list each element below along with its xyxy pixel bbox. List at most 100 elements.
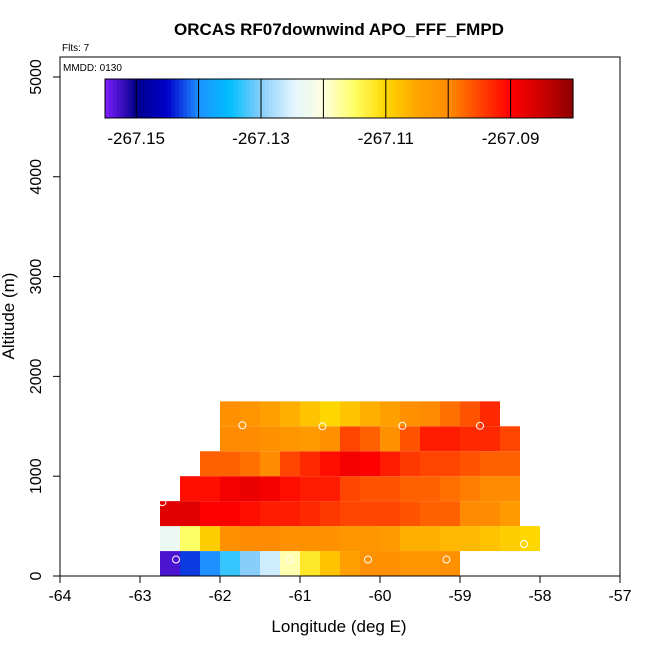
heatmap-cell	[440, 551, 460, 576]
heatmap-cell	[400, 551, 420, 576]
colorbar-segment	[311, 79, 317, 118]
heatmap-cell	[260, 476, 280, 502]
heatmap-cell	[480, 526, 500, 552]
colorbar-tick-labels: -267.15 -267.13 -267.11 -267.09	[107, 129, 539, 148]
heatmap-cell	[380, 551, 400, 576]
heatmap-cell	[420, 551, 440, 576]
colorbar-segment	[257, 79, 262, 118]
heatmap-cell	[340, 451, 360, 477]
heatmap-cell	[320, 451, 340, 477]
colorbar-segment	[475, 79, 480, 118]
colorbar-segment	[284, 79, 289, 118]
colorbar-segment	[491, 79, 496, 118]
colorbar-segment	[186, 79, 192, 118]
x-tick-label: -61	[288, 588, 311, 605]
colorbar-segment	[218, 79, 223, 118]
colorbar-segment	[323, 79, 328, 118]
colorbar-segment	[163, 79, 168, 118]
colorbar-segment	[339, 79, 344, 118]
heatmap-cell	[500, 476, 520, 502]
colorbar-segment	[198, 79, 204, 118]
heatmap-cell	[180, 476, 200, 502]
plot-frame	[59, 56, 621, 577]
heatmap-cell	[220, 551, 240, 576]
colorbar-frame	[104, 78, 574, 119]
heatmap-cell	[160, 501, 180, 527]
colorbar-segment	[397, 79, 402, 118]
colorbar-segment	[159, 79, 165, 118]
colorbar-segment	[292, 79, 297, 118]
colorbar-segment	[502, 79, 508, 118]
heatmap-cell	[280, 476, 300, 502]
colorbar-segment	[553, 79, 558, 118]
heatmap-cell	[260, 526, 280, 552]
heatmap-cell	[500, 451, 520, 477]
heatmap-cell	[420, 501, 440, 527]
x-tick-label: -58	[528, 588, 551, 605]
heatmap-cell	[180, 551, 200, 576]
heatmap-cell	[220, 476, 240, 502]
heatmap-cell	[380, 451, 400, 477]
heatmap-cell	[280, 526, 300, 552]
colorbar-segment	[432, 79, 438, 118]
colorbar-segment	[144, 79, 149, 118]
heatmap-cell	[440, 451, 460, 477]
heatmap-cell	[380, 476, 400, 502]
heatmap-cell	[380, 526, 400, 552]
heatmap-cell	[320, 426, 340, 452]
colorbar-segment	[245, 79, 250, 118]
y-tick-label: 4000	[28, 159, 45, 195]
colorbar-segment	[393, 79, 399, 118]
heatmap-cell	[240, 476, 260, 502]
heatmap-cell	[300, 451, 320, 477]
colorbar-segment	[179, 79, 184, 118]
colorbar-segment	[171, 79, 176, 118]
sample-marker	[158, 498, 167, 507]
sample-marker	[285, 555, 294, 564]
colorbar-segment	[214, 79, 219, 118]
heatmap-cell	[300, 551, 320, 576]
colorbar-segment	[487, 79, 492, 118]
colorbar-segment	[506, 79, 512, 118]
colorbar	[104, 78, 574, 119]
heatmap-cell	[280, 501, 300, 527]
colorbar-segment	[417, 79, 422, 118]
heatmap-cell	[340, 526, 360, 552]
heatmap-cell	[440, 401, 460, 427]
colorbar-segment	[378, 79, 383, 118]
colorbar-segment	[467, 79, 473, 118]
y-axis-label: Altitude (m)	[0, 273, 18, 360]
sample-marker	[442, 555, 451, 564]
heatmap-cell	[260, 551, 280, 576]
heatmap-cell	[220, 426, 240, 452]
heatmap-cell	[340, 401, 360, 427]
heatmap-cell	[440, 476, 460, 502]
heatmap-cell	[480, 476, 500, 502]
colorbar-segment	[452, 79, 457, 118]
colorbar-segment	[128, 79, 133, 118]
colorbar-segment	[112, 79, 118, 118]
y-tick-label: 2000	[28, 358, 45, 394]
colorbar-segment	[280, 79, 285, 118]
colorbar-segment	[183, 79, 188, 118]
heatmap-cell	[320, 476, 340, 502]
heatmap-cell	[280, 401, 300, 427]
heatmap-cell	[360, 526, 380, 552]
colorbar-segment	[346, 79, 352, 118]
colorbar-segment	[303, 79, 309, 118]
colorbar-segment	[479, 79, 484, 118]
heatmap-cell	[420, 476, 440, 502]
colorbar-segment	[545, 79, 551, 118]
heatmap-cell	[180, 501, 200, 527]
heatmap-cell	[220, 526, 240, 552]
colorbar-segment	[108, 79, 114, 118]
heatmap-cell	[420, 426, 440, 452]
heatmap-cell	[300, 426, 320, 452]
colorbar-tick-label: -267.11	[358, 129, 414, 148]
x-tick-label: -60	[368, 588, 391, 605]
colorbar-segment	[401, 79, 406, 118]
heatmap-cell	[400, 526, 420, 552]
heatmap-cell	[240, 501, 260, 527]
colorbar-segment	[105, 79, 110, 118]
colorbar-segment	[225, 79, 231, 118]
